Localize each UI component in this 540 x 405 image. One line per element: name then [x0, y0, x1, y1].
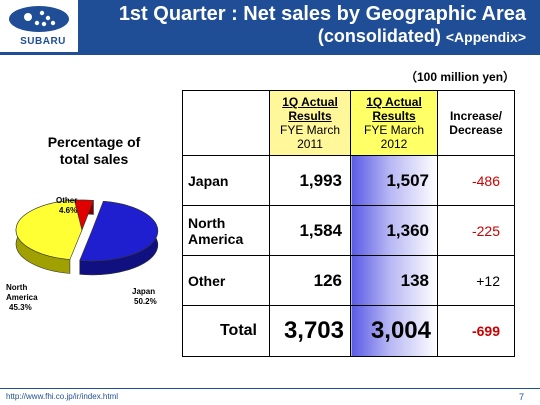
value-2011: 1,993 — [269, 155, 351, 206]
header-2012: 1Q Actual Results FYE March 2012 — [350, 90, 438, 156]
value-2012: 1,360 — [350, 205, 438, 256]
page-number: 7 — [518, 392, 524, 402]
row-label: Japan — [182, 155, 270, 206]
header-increase: Increase/ Decrease — [437, 90, 515, 156]
pie-slice-japan — [79, 201, 159, 262]
value-2011: 126 — [269, 255, 351, 306]
pie-slice-north-america — [15, 199, 83, 260]
total-2011: 3,703 — [269, 305, 351, 357]
pie-label-japan: Japan 50.2% — [132, 287, 157, 306]
pie-chart — [15, 199, 159, 276]
pie-title: Percentage of total sales — [47, 134, 141, 167]
table-header-row: 1Q Actual Results FYE March 2011 1Q Actu… — [182, 90, 515, 156]
unit-label: （100 million yen） — [405, 70, 516, 84]
value-2011: 1,584 — [269, 205, 351, 256]
total-2012: 3,004 — [350, 305, 438, 357]
total-row: Total 3,703 3,004 -699 — [182, 305, 515, 357]
header-2011: 1Q Actual Results FYE March 2011 — [269, 90, 351, 156]
value-increase: -225 — [437, 205, 515, 256]
value-increase: +12 — [437, 255, 515, 306]
page-title: 1st Quarter : Net sales by Geographic Ar… — [118, 3, 526, 25]
subaru-logo: SUBARU — [4, 4, 74, 48]
value-2012: 138 — [350, 255, 438, 306]
pie-label-north-america: North America 45.3% — [6, 283, 38, 312]
table-row: Other 126 138 +12 — [182, 255, 515, 306]
total-label: Total — [182, 305, 270, 357]
footer-rule — [0, 388, 540, 389]
pie-label-other: Other 4.6% — [56, 196, 78, 215]
subaru-star-icon — [9, 6, 69, 32]
title-bar — [78, 0, 540, 52]
row-label: Other — [182, 255, 270, 306]
total-increase: -699 — [437, 305, 515, 357]
slide-header: SUBARU 1st Quarter : Net sales by Geogra… — [0, 0, 540, 52]
logo-wordmark: SUBARU — [20, 36, 66, 47]
pie-slice-other — [74, 199, 94, 231]
value-2012: 1,507 — [350, 155, 438, 206]
table-row: Japan 1,993 1,507 -486 — [182, 155, 515, 206]
page-subtitle: (consolidated) <Appendix> — [317, 26, 526, 46]
header-blank — [182, 90, 270, 156]
value-increase: -486 — [437, 155, 515, 206]
row-label: North America — [182, 205, 270, 256]
header-rule — [0, 52, 540, 55]
footer-url-link[interactable]: http://www.fhi.co.jp/ir/index.html — [6, 392, 119, 401]
sales-table: 1Q Actual Results FYE March 2011 1Q Actu… — [182, 90, 515, 357]
table-row: North America 1,584 1,360 -225 — [182, 205, 515, 256]
